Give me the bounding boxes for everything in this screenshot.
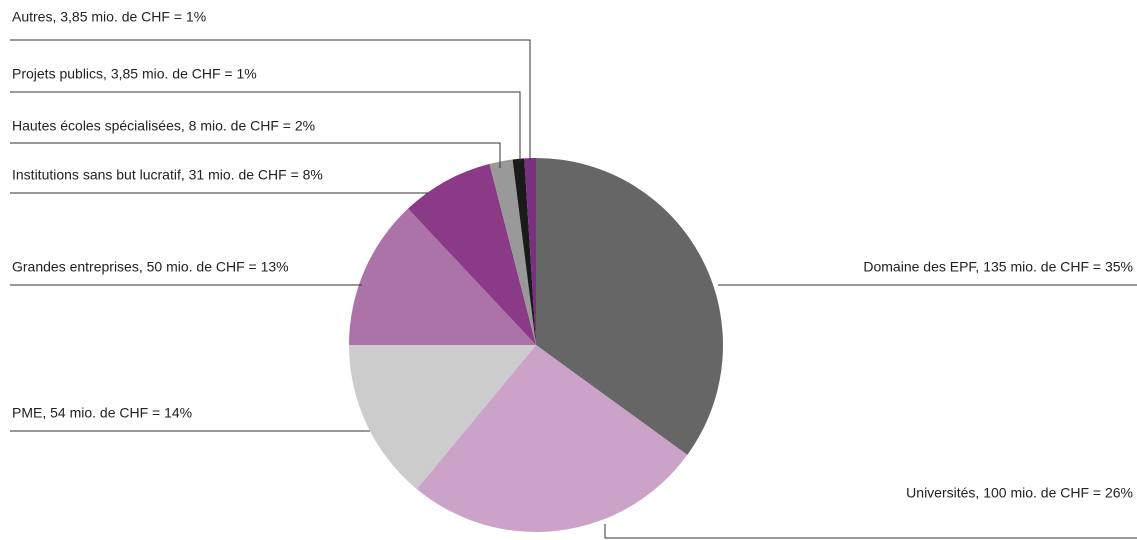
slice-label: Grandes entreprises, 50 mio. de CHF = 13… [12,259,289,275]
slice-label: Autres, 3,85 mio. de CHF = 1% [12,9,206,25]
pie-slice [524,158,536,345]
pie-slice [407,163,536,345]
slice-label: PME, 54 mio. de CHF = 14% [12,405,192,421]
pie-slice [349,208,536,345]
pie-slice [489,159,536,345]
slice-label: Projets publics, 3,85 mio. de CHF = 1% [12,66,257,82]
pie-slice [512,158,536,345]
pie-slice [536,158,723,455]
slice-label: Universités, 100 mio. de CHF = 26% [906,485,1133,501]
pie-slice [416,345,688,532]
pie-slice [349,345,536,490]
slice-label: Institutions sans but lucratif, 31 mio. … [12,167,323,183]
leader-line [604,524,1137,539]
slice-label: Hautes écoles spécialisées, 8 mio. de CH… [12,118,315,134]
leader-line [10,142,501,168]
leader-line [10,91,521,162]
slice-label: Domaine des EPF, 135 mio. de CHF = 35% [863,259,1133,275]
leader-line [10,39,531,160]
